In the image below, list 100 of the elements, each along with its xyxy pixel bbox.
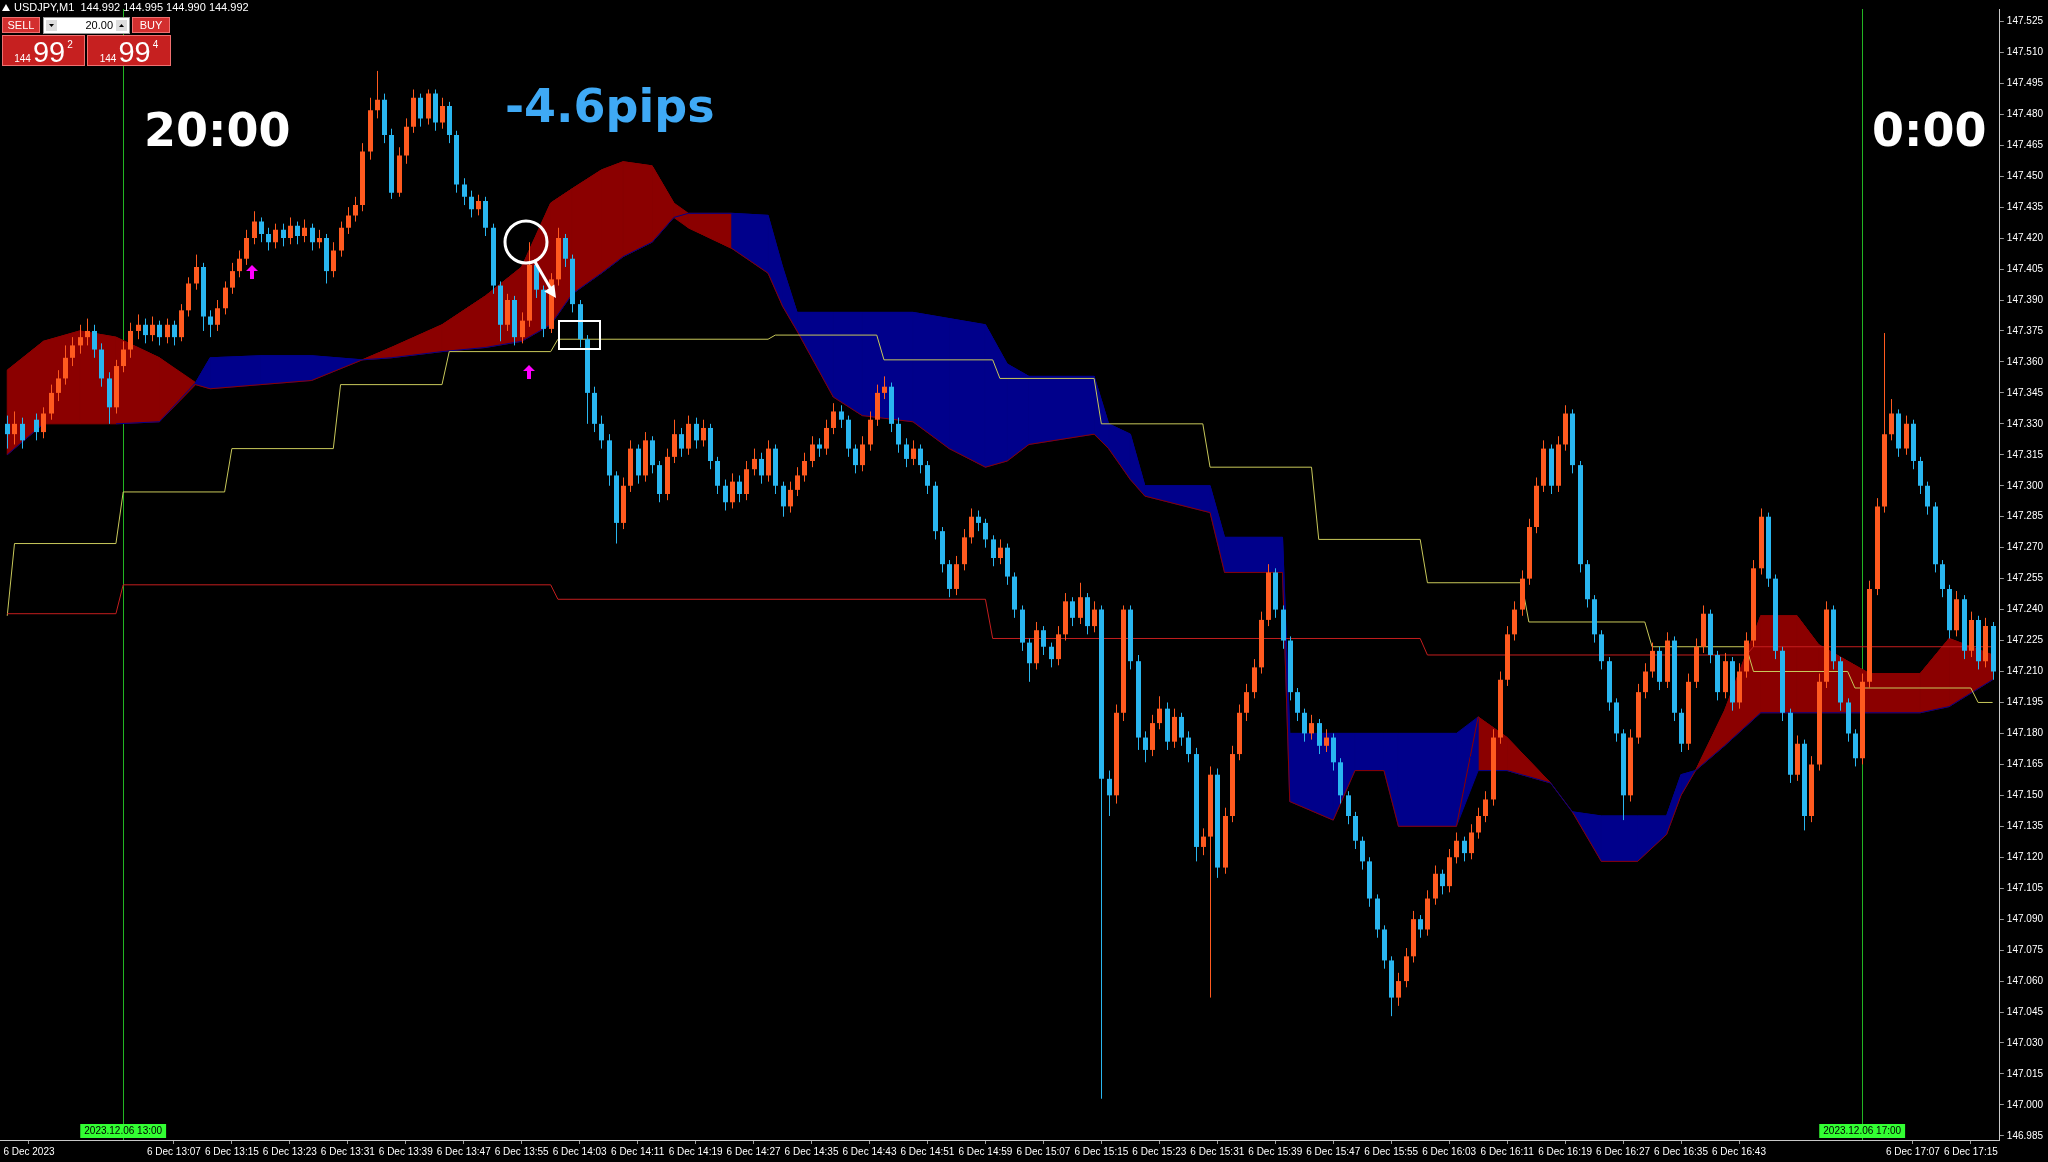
candlestick: [976, 510, 981, 532]
candlestick: [1092, 600, 1097, 633]
candlestick: [353, 196, 358, 223]
candlestick: [860, 435, 865, 472]
candlestick: [694, 417, 699, 450]
y-tick-label: 147.330: [2006, 417, 2044, 429]
candlestick: [672, 419, 677, 464]
candlestick: [991, 534, 996, 567]
candlestick: [1309, 714, 1314, 741]
x-tick-label: 6 Dec 16:27: [1596, 1145, 1651, 1157]
candlestick: [1360, 836, 1365, 871]
candlestick: [810, 435, 815, 468]
y-tick-label: 147.450: [2006, 169, 2044, 181]
y-tick-label: 147.480: [2006, 108, 2044, 120]
candlestick: [1440, 869, 1445, 895]
y-tick-label: 147.000: [2006, 1098, 2044, 1110]
candlestick: [925, 460, 930, 495]
y-tick-label: 147.225: [2006, 634, 2044, 646]
candlestick: [165, 318, 170, 344]
y-tick-label: 147.090: [2006, 912, 2044, 924]
candlestick: [1201, 827, 1206, 856]
candlestick: [1157, 695, 1162, 730]
candlestick: [41, 406, 46, 439]
candlestick: [208, 309, 213, 338]
x-tick-label: 6 Dec 13:07: [146, 1145, 202, 1157]
candlestick: [252, 210, 257, 245]
y-tick-label: 147.210: [2006, 665, 2044, 677]
x-tick-label: 6 Dec 13:31: [320, 1145, 376, 1157]
candlestick: [1078, 582, 1083, 625]
candlestick: [882, 375, 887, 400]
candlestick: [802, 452, 807, 483]
candlestick: [49, 384, 54, 421]
candlestick: [1244, 683, 1249, 722]
candlestick: [121, 340, 126, 373]
candlestick: [1070, 596, 1075, 627]
candlestick: [346, 206, 351, 235]
x-tick-label: 6 Dec 13:15: [204, 1145, 260, 1157]
annotation: 99: [118, 36, 151, 68]
candlestick: [1107, 770, 1112, 817]
candlestick: [998, 538, 1003, 565]
x-tick-label: 6 Dec 13:23: [262, 1145, 318, 1157]
annotation: 144: [99, 53, 117, 64]
candlestick: [896, 417, 901, 454]
annotation: 144: [14, 53, 31, 64]
x-tick-label: 6 Dec 17:15: [1943, 1145, 1999, 1157]
x-tick-label: 6 Dec 14:59: [958, 1145, 1013, 1157]
y-tick-label: 147.345: [2006, 386, 2044, 398]
y-tick-label: 147.270: [2006, 541, 2044, 553]
y-tick-label: 147.030: [2006, 1036, 2044, 1048]
candlestick: [983, 518, 988, 549]
x-tick-label: 6 Dec 16:11: [1480, 1145, 1535, 1157]
candlestick: [34, 413, 39, 441]
y-tick-label: 147.045: [2006, 1005, 2044, 1017]
candlestick: [737, 474, 742, 503]
x-tick-label: 6 Dec 15:55: [1364, 1145, 1419, 1157]
candlestick: [215, 299, 220, 332]
candlestick: [281, 223, 286, 247]
candlestick: [476, 194, 481, 216]
y-tick-label: 147.390: [2006, 293, 2044, 305]
x-tick-label: 6 Dec 14:19: [668, 1145, 723, 1157]
candlestick: [317, 229, 322, 249]
candlestick: [63, 344, 68, 386]
x-tick-label: 6 Dec 16:19: [1538, 1145, 1593, 1157]
candlestick: [520, 311, 525, 344]
y-tick-label: 147.120: [2006, 851, 2044, 862]
candlestick: [5, 415, 10, 450]
x-tick-label: 6 Dec 15:07: [1016, 1145, 1071, 1157]
candlestick: [331, 241, 336, 278]
x-tick-label: 6 Dec 2023: [3, 1145, 55, 1157]
candlestick: [839, 404, 844, 429]
y-tick-label: 147.435: [2006, 200, 2044, 212]
x-tick-label: 6 Dec 15:23: [1132, 1145, 1187, 1157]
y-tick-label: 147.510: [2006, 46, 2044, 58]
y-tick-label: 147.015: [2006, 1067, 2044, 1079]
candlestick: [1317, 718, 1322, 755]
candlestick: [1143, 730, 1148, 763]
candlestick: [136, 313, 141, 340]
y-tick-label: 147.495: [2006, 77, 2044, 89]
candlestick: [1476, 807, 1481, 840]
candlestick: [259, 216, 264, 243]
annotation: SELL: [2, 17, 40, 33]
candlestick: [172, 320, 177, 346]
candlestick: [230, 262, 235, 295]
candlestick: [440, 97, 445, 130]
x-tick-label: 6 Dec 17:07: [1885, 1145, 1941, 1157]
candlestick: [12, 410, 17, 445]
candlestick: [1418, 914, 1423, 939]
y-tick-label: 147.240: [2006, 603, 2044, 615]
y-tick-label: 147.165: [2006, 758, 2044, 770]
y-tick-label: 147.300: [2006, 479, 2044, 491]
candlestick: [56, 369, 61, 402]
x-tick-label: 6 Dec 16:03: [1422, 1145, 1477, 1157]
x-tick-label: 6 Dec 14:11: [611, 1145, 665, 1157]
candlestick: [1469, 823, 1474, 860]
x-tick-label: 6 Dec 15:47: [1306, 1145, 1361, 1157]
x-tick-label: 6 Dec 16:35: [1654, 1145, 1709, 1157]
candlestick: [911, 439, 916, 466]
x-tick-label: 6 Dec 14:27: [726, 1145, 781, 1157]
x-tick-label: 6 Dec 15:15: [1074, 1145, 1129, 1157]
candlestick: [223, 280, 228, 315]
